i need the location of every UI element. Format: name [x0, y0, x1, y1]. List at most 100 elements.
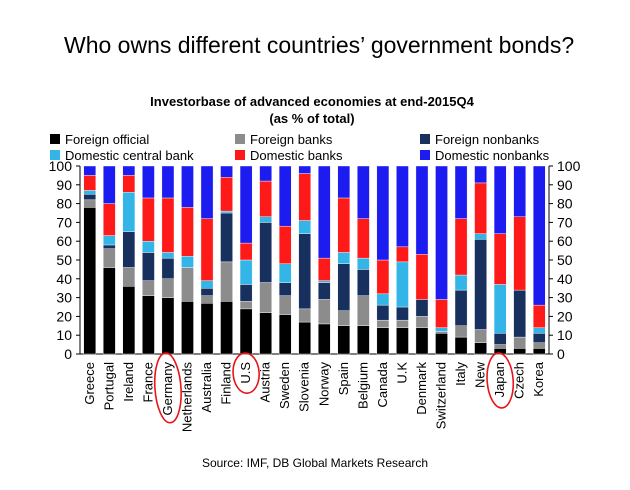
bar-segment	[532, 304, 546, 328]
chart-bars	[83, 165, 546, 355]
chart-subtitle: (as % of total)	[269, 111, 354, 126]
bar-segment	[337, 325, 351, 355]
y-tick-label-left: 10	[56, 327, 72, 343]
bar-segment	[142, 165, 155, 199]
bar-segment	[200, 295, 214, 304]
category-label: Belgium	[355, 362, 370, 409]
bar-segment	[161, 278, 175, 298]
bar-segment	[298, 308, 311, 323]
highlight-circle	[486, 352, 515, 409]
bar-segment	[298, 220, 311, 234]
bar-segment	[122, 231, 136, 268]
source-note: Source: IMF, DB Global Markets Research	[201, 456, 429, 470]
bar-segment	[493, 233, 507, 285]
bar-segment	[239, 242, 253, 261]
bar-segment	[532, 333, 546, 343]
bar-segment	[181, 256, 194, 268]
bar-segment	[493, 284, 507, 334]
category-label: Sweden	[277, 362, 292, 409]
bar-segment	[122, 286, 136, 355]
category-label: Finland	[219, 362, 234, 405]
bar-segment	[239, 301, 253, 310]
bar-segment	[142, 295, 155, 355]
bar-segment	[474, 342, 487, 355]
legend-swatch	[420, 134, 430, 144]
bar-segment	[435, 331, 448, 334]
bar-segment	[474, 329, 487, 343]
y-tick-label-left: 20	[56, 308, 72, 324]
bar-segment	[435, 299, 448, 328]
legend-label: Domestic banks	[250, 148, 343, 163]
category-label: Japan	[492, 362, 507, 397]
legend-swatch	[235, 150, 245, 160]
bar-segment	[337, 252, 351, 264]
category-label: Spain	[336, 362, 351, 395]
bar-segment	[415, 299, 429, 317]
y-tick-label-left: 0	[64, 346, 72, 362]
bar-segment	[142, 240, 155, 253]
y-tick-label-right: 40	[557, 271, 573, 287]
y-tick-label-right: 80	[557, 196, 573, 212]
bar-segment	[357, 165, 370, 219]
bar-segment	[474, 182, 487, 234]
bar-segment	[83, 175, 97, 191]
legend-swatch	[420, 150, 430, 160]
bar-segment	[415, 254, 429, 300]
y-tick-label-left: 100	[49, 158, 73, 174]
y-tick-label-left: 30	[56, 290, 72, 306]
bar-segment	[259, 282, 272, 313]
bar-segment	[200, 288, 214, 296]
y-tick-label-left: 90	[56, 177, 72, 193]
bar-segment	[161, 297, 175, 355]
bar-segment	[239, 165, 253, 244]
legend-label: Domestic central bank	[65, 148, 194, 163]
bar-segment	[513, 289, 526, 338]
bar-segment	[83, 207, 97, 355]
category-labels: Greece Portugal Ireland France Germany Nether…	[82, 361, 546, 432]
bar-segment	[435, 165, 448, 300]
bar-segment	[278, 263, 292, 283]
chart-axes: 0 0 10 10 20 20 30 30 40 40 50 50 60 60 70 70 80 80 90 90 10…	[49, 158, 581, 362]
bar-segment	[142, 252, 155, 281]
bar-segment	[532, 348, 546, 355]
category-label: Greece	[82, 362, 97, 405]
bar-segment	[298, 233, 311, 310]
category-label: Germany	[160, 362, 175, 416]
bar-segment	[337, 263, 351, 311]
bar-segment	[396, 246, 409, 263]
bar-segment	[357, 257, 370, 270]
bar-segment	[396, 306, 409, 321]
bar-segment	[220, 261, 233, 302]
category-label: Slovenia	[297, 361, 312, 412]
bar-segment	[122, 267, 136, 287]
y-tick-label-right: 70	[557, 214, 573, 230]
bar-segment	[200, 303, 214, 355]
y-tick-label-left: 40	[56, 271, 72, 287]
bar-segment	[259, 312, 272, 355]
bar-segment	[435, 333, 448, 355]
category-label: Korea	[531, 361, 546, 396]
bar-segment	[513, 165, 526, 217]
bar-segment	[239, 308, 253, 355]
highlight-circle	[153, 352, 182, 424]
bar-segment	[103, 248, 116, 268]
y-tick-label-left: 80	[56, 196, 72, 212]
bar-segment	[337, 197, 351, 253]
slide-headline: Who owns different countries’ government…	[64, 32, 575, 58]
chart-title: Investorbase of advanced economies at en…	[150, 94, 474, 109]
bar-segment	[122, 175, 136, 193]
category-label: Czech	[512, 362, 527, 399]
bar-segment	[181, 267, 194, 302]
bar-segment	[103, 203, 116, 236]
bar-segment	[454, 325, 468, 338]
bar-segment	[200, 218, 214, 281]
legend-label: Domestic nonbanks	[435, 148, 550, 163]
bar-segment	[318, 257, 331, 281]
bar-segment	[83, 199, 97, 208]
category-label: U.K	[394, 362, 409, 384]
bar-segment	[220, 212, 233, 263]
bar-segment	[278, 314, 292, 355]
bar-segment	[493, 333, 507, 345]
category-label: Ireland	[121, 362, 136, 402]
bar-segment	[220, 301, 233, 355]
